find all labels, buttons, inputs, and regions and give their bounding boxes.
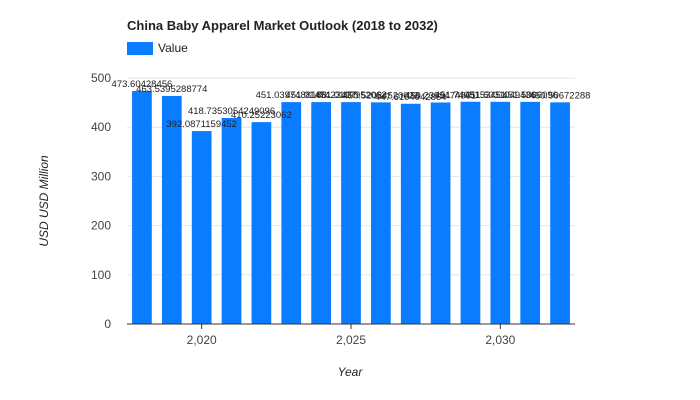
y-tick-label: 0	[104, 317, 111, 331]
data-label: 450.2399474861	[405, 91, 476, 102]
data-label: 463.5395288774	[136, 84, 207, 95]
x-tick-labels: 2,020 2,025 2,030	[187, 324, 516, 347]
data-label: 473.60428456	[112, 79, 173, 90]
bar	[430, 102, 451, 324]
x-axis-label: Year	[338, 365, 364, 379]
data-label: 450.52034520023	[343, 90, 420, 101]
y-tick-label: 400	[91, 120, 111, 134]
x-tick-label: 2,030	[485, 333, 515, 347]
y-tick-labels: 0 100 200 300 400 500	[91, 71, 111, 331]
bar	[132, 90, 152, 324]
y-tick-label: 300	[91, 169, 111, 183]
bar	[251, 122, 272, 324]
bar	[191, 131, 212, 324]
bar	[490, 101, 511, 324]
data-label: 392.0871159452	[166, 119, 237, 130]
bar	[520, 101, 541, 324]
bar	[221, 117, 242, 324]
bar	[460, 101, 481, 324]
bar	[371, 102, 391, 324]
bar	[341, 102, 361, 324]
bars	[132, 90, 570, 325]
y-axis-label: USD USD Million	[37, 155, 51, 247]
data-label: 447.6104042864	[375, 92, 446, 103]
data-label: 451.6031049436	[465, 90, 536, 101]
data-label: 451.5006096	[502, 90, 557, 101]
data-label: 451.0397488188	[256, 90, 327, 101]
bar	[550, 102, 570, 324]
data-label: 451.0197952062	[315, 90, 386, 101]
y-tick-label: 200	[91, 219, 111, 233]
bar	[161, 95, 182, 324]
chart-title: China Baby Apparel Market Outlook (2018 …	[127, 18, 438, 33]
y-tick-label: 500	[91, 71, 111, 85]
data-label: 418.7353054249096	[188, 106, 275, 117]
data-label: 451.0147423437	[285, 90, 356, 101]
legend-label: Value	[158, 41, 188, 55]
bar	[311, 102, 331, 324]
y-tick-label: 100	[91, 268, 111, 282]
data-label: 450.50672288	[530, 90, 591, 101]
legend: Value	[127, 41, 188, 55]
data-label: 451.7405153451	[435, 90, 506, 101]
x-tick-label: 2,020	[187, 333, 217, 347]
legend-swatch	[127, 41, 153, 55]
x-tick-label: 2,025	[336, 333, 366, 347]
bar	[400, 103, 421, 325]
bar	[281, 102, 302, 324]
data-label: 410.25223062	[231, 110, 292, 121]
